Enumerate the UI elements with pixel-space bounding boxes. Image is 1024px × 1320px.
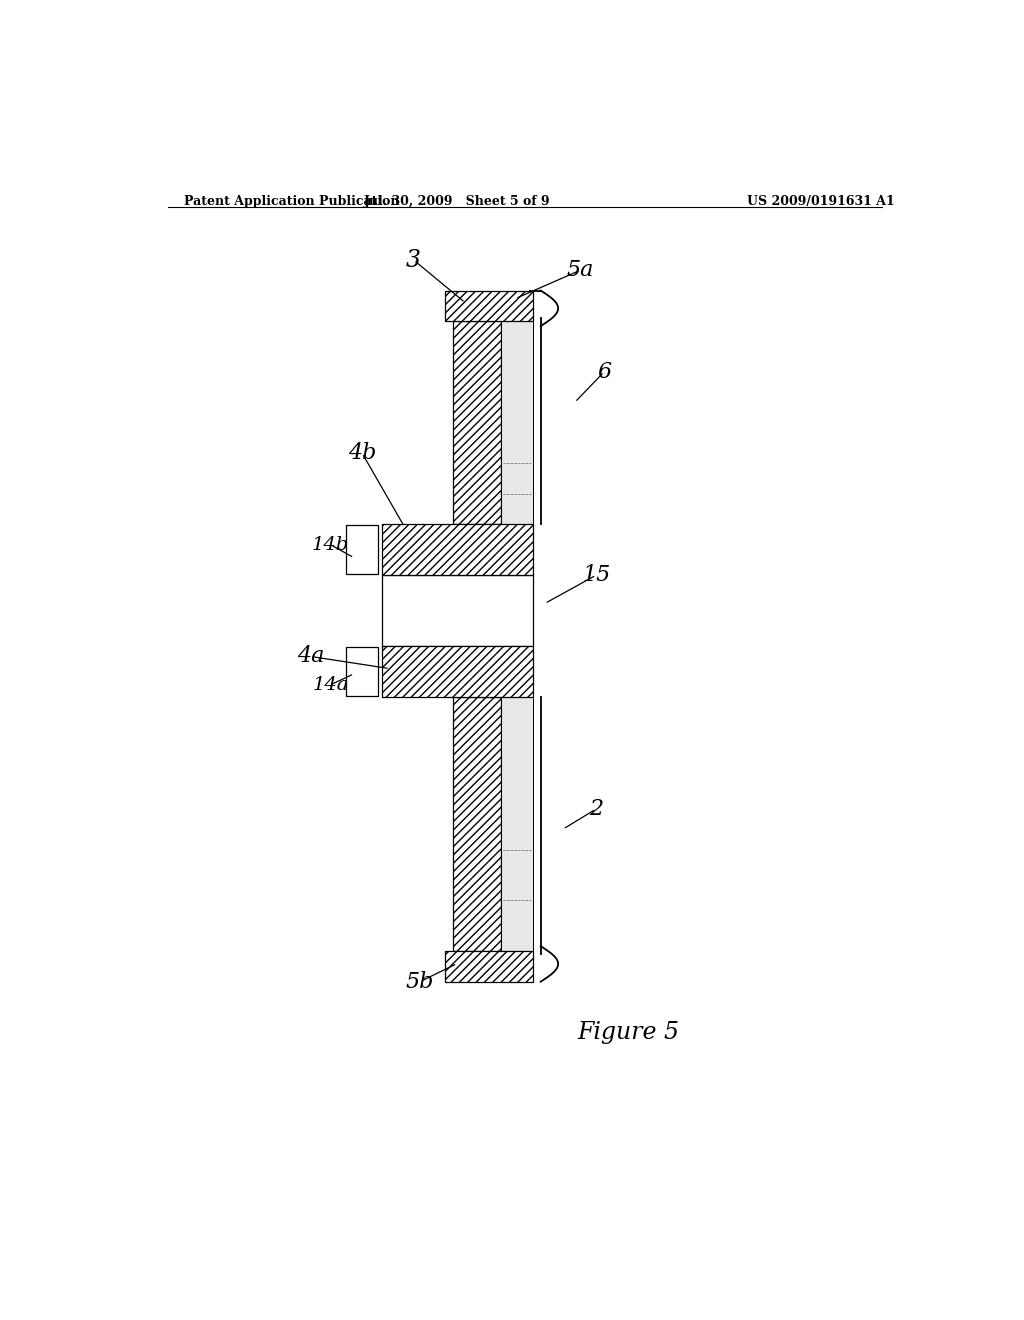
Bar	[382, 576, 532, 647]
Text: 4b: 4b	[348, 442, 376, 465]
Bar	[501, 321, 532, 524]
Text: 15: 15	[582, 564, 610, 586]
Bar	[454, 697, 501, 952]
Bar	[346, 525, 378, 574]
Bar	[346, 647, 378, 696]
Text: Jul. 30, 2009   Sheet 5 of 9: Jul. 30, 2009 Sheet 5 of 9	[364, 195, 551, 209]
Text: 14a: 14a	[312, 676, 348, 694]
Text: 14b: 14b	[311, 536, 349, 553]
Bar	[445, 952, 532, 982]
Bar	[501, 697, 532, 952]
Bar	[445, 952, 532, 982]
Text: 6: 6	[597, 360, 611, 383]
Bar	[382, 647, 532, 697]
Text: 4a: 4a	[297, 645, 325, 668]
Text: 5a: 5a	[566, 259, 594, 281]
Bar	[454, 321, 501, 524]
Text: 2: 2	[589, 797, 603, 820]
Bar	[445, 290, 532, 321]
Text: 3: 3	[407, 248, 421, 272]
Bar	[445, 290, 532, 321]
Text: Figure 5: Figure 5	[577, 1020, 679, 1044]
Text: US 2009/0191631 A1: US 2009/0191631 A1	[748, 195, 895, 209]
Bar	[382, 524, 532, 576]
Text: Patent Application Publication: Patent Application Publication	[183, 195, 399, 209]
Bar	[454, 697, 501, 952]
Bar	[454, 321, 501, 524]
Bar	[382, 524, 532, 576]
Text: 5b: 5b	[406, 970, 434, 993]
Bar	[382, 647, 532, 697]
